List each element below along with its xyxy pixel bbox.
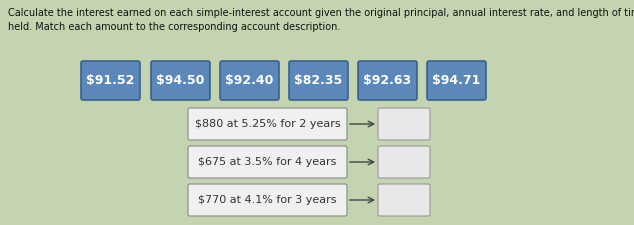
Text: $770 at 4.1% for 3 years: $770 at 4.1% for 3 years <box>198 195 337 205</box>
FancyBboxPatch shape <box>188 146 347 178</box>
Text: $880 at 5.25% for 2 years: $880 at 5.25% for 2 years <box>195 119 340 129</box>
Text: $92.63: $92.63 <box>363 74 411 87</box>
Text: $94.71: $94.71 <box>432 74 481 87</box>
FancyBboxPatch shape <box>289 61 348 100</box>
Text: Calculate the interest earned on each simple-interest account given the original: Calculate the interest earned on each si… <box>8 8 634 18</box>
FancyBboxPatch shape <box>378 108 430 140</box>
Text: $82.35: $82.35 <box>294 74 342 87</box>
FancyBboxPatch shape <box>188 184 347 216</box>
FancyBboxPatch shape <box>151 61 210 100</box>
Text: $94.50: $94.50 <box>157 74 205 87</box>
FancyBboxPatch shape <box>220 61 279 100</box>
FancyBboxPatch shape <box>427 61 486 100</box>
FancyBboxPatch shape <box>81 61 140 100</box>
Text: $91.52: $91.52 <box>86 74 134 87</box>
Text: $675 at 3.5% for 4 years: $675 at 3.5% for 4 years <box>198 157 337 167</box>
Text: held. Match each amount to the corresponding account description.: held. Match each amount to the correspon… <box>8 22 340 32</box>
FancyBboxPatch shape <box>188 108 347 140</box>
FancyBboxPatch shape <box>358 61 417 100</box>
FancyBboxPatch shape <box>378 146 430 178</box>
Text: $92.40: $92.40 <box>225 74 274 87</box>
FancyBboxPatch shape <box>378 184 430 216</box>
